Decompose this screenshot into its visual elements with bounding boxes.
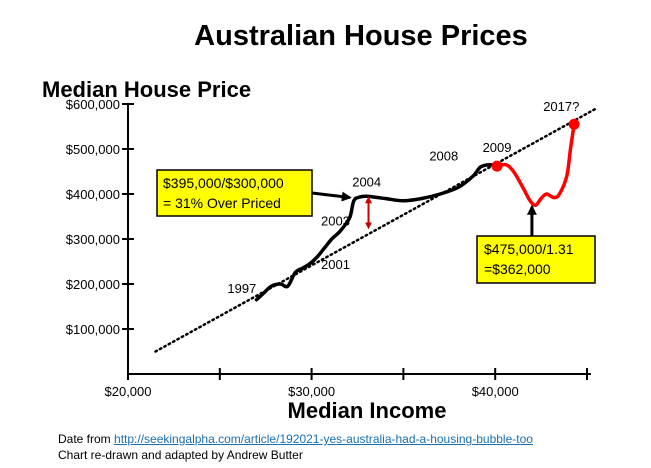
footer-credit: Chart re-drawn and adapted by Andrew But… [58,448,303,462]
annotation-overpriced: $395,000/$300,000 = 31% Over Priced [156,169,352,217]
annotation-overpriced-line-2: = 31% Over Priced [163,195,281,211]
x-tick-label: $20,000 [105,384,152,399]
y-tick-label: $500,000 [66,142,120,157]
y-tick-label: $300,000 [66,232,120,247]
highlight-point [568,118,580,130]
y-tick-label: $600,000 [66,97,120,112]
annotation-fair-value: $475,000/1.31 =$362,000 [476,204,596,284]
annotation-fair-value-line-1: $475,000/1.31 [484,241,574,257]
chart-canvas: Australian House Prices Median House Pri… [42,20,598,423]
footer-source-prefix: Date from [58,432,115,446]
x-tick-label: $40,000 [472,384,519,399]
year-label: 2003 [321,214,350,229]
year-label: 2008 [429,149,458,164]
footer-source: Date from http://seekingalpha.com/articl… [58,432,533,446]
annotation-overpriced-box [156,169,313,217]
year-label: 2009 [483,140,512,155]
year-label: 1997 [227,281,256,296]
year-label: 2004 [352,174,381,189]
y-tick-label: $100,000 [66,322,120,337]
y-tick-label: $400,000 [66,187,120,202]
year-label: 2001 [321,257,350,272]
series-line-2 [495,122,576,208]
annotation-fair-value-line-2: =$362,000 [484,261,551,277]
x-axis-label: Median Income [288,398,447,423]
y-axis-label: Median House Price [42,77,251,102]
trend-line [154,107,598,353]
source-link[interactable]: http://seekingalpha.com/article/192021-y… [114,432,533,446]
highlight-point [491,160,503,172]
year-label: 2017? [543,99,579,114]
annotation-overpriced-line-1: $395,000/$300,000 [163,175,284,191]
annotation-fair-value-box [476,235,596,284]
series-line-1 [254,162,499,302]
x-tick-label: $30,000 [288,384,335,399]
y-tick-label: $200,000 [66,277,120,292]
annotation-overpriced-arrow [311,191,352,202]
chart-title: Australian House Prices [194,20,528,52]
